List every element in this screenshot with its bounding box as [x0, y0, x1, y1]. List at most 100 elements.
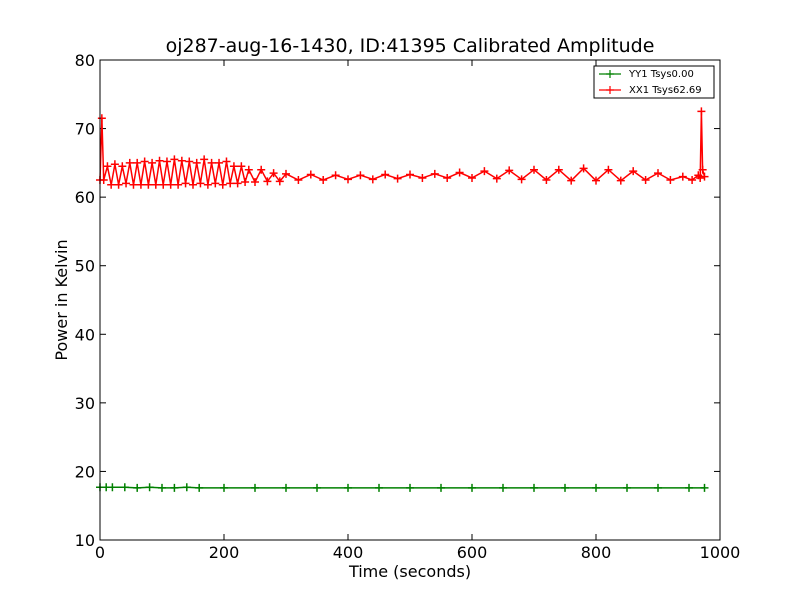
data-point [114, 180, 123, 189]
data-point [468, 173, 476, 182]
data-point [155, 156, 164, 165]
data-point [237, 162, 246, 171]
legend-marker-yy1 [606, 70, 614, 78]
data-point [530, 165, 538, 174]
y-axis-label: Power in Kelvin [52, 239, 71, 360]
data-point [499, 483, 507, 492]
data-point [530, 483, 538, 492]
data-point [616, 176, 625, 185]
data-point [241, 178, 250, 187]
data-point [368, 175, 377, 184]
chart-title: oj287-aug-16-1430, ID:41395 Calibrated A… [166, 35, 655, 57]
data-point [592, 176, 600, 185]
data-point [294, 176, 303, 184]
data-point [468, 483, 476, 492]
legend-label-xx1: XX1 Tsys62.69 [629, 85, 702, 96]
data-point [99, 176, 108, 184]
data-point [196, 179, 205, 188]
data-point [344, 483, 352, 492]
data-point [480, 167, 489, 176]
legend-box [593, 65, 715, 99]
data-point [145, 483, 154, 492]
data-point [151, 180, 160, 189]
data-point [192, 158, 201, 167]
data-point [251, 483, 259, 492]
x-tick-label: 0 [95, 543, 105, 562]
data-point [319, 176, 328, 184]
data-point [122, 179, 131, 188]
data-point [182, 483, 191, 492]
data-point [108, 483, 117, 492]
data-point [554, 165, 563, 174]
data-point [251, 178, 259, 187]
data-point [356, 171, 365, 180]
data-point [229, 162, 238, 171]
data-point [133, 483, 142, 492]
plot-frame [99, 59, 721, 541]
data-point [158, 483, 166, 492]
data-point [393, 174, 402, 183]
axis-ticks: 0 200 400 600 800 1000 10 20 30 40 50 60 70 80 [75, 51, 741, 562]
x-tick-label: 600 [457, 543, 488, 562]
data-point [654, 483, 662, 492]
data-point [418, 173, 427, 182]
data-point [222, 157, 231, 166]
data-point [133, 158, 142, 167]
data-point [700, 172, 709, 181]
data-point [177, 156, 186, 165]
data-point [696, 173, 705, 182]
y-tick-label: 70 [75, 120, 95, 139]
data-point [698, 165, 707, 174]
data-point [220, 483, 228, 492]
data-point [174, 180, 183, 189]
data-point [654, 169, 662, 178]
data-point [437, 483, 445, 492]
data-point [406, 483, 414, 492]
data-point [166, 180, 175, 189]
data-point [257, 165, 266, 174]
data-point [211, 179, 220, 188]
data-point [567, 176, 576, 185]
data-point [125, 158, 134, 167]
data-point [263, 177, 272, 186]
data-point [144, 180, 153, 189]
data-point [542, 176, 551, 184]
data-point [200, 155, 209, 164]
data-point [159, 180, 168, 189]
data-point [381, 170, 390, 179]
data-point [215, 158, 224, 167]
data-point [110, 160, 119, 169]
x-tick-label: 800 [581, 543, 612, 562]
data-point [697, 107, 706, 116]
data-point [189, 180, 197, 189]
legend-label-yy1: YY1 Tsys0.00 [628, 69, 694, 80]
data-point [140, 157, 149, 166]
y-tick-label: 10 [75, 531, 95, 550]
data-point [604, 165, 613, 174]
data-point [120, 483, 129, 492]
series-xx1 [96, 107, 709, 189]
data-point [97, 114, 106, 123]
y-tick-label: 40 [75, 325, 95, 344]
data-point [678, 172, 687, 181]
x-tick-label: 1000 [700, 543, 741, 562]
x-tick-label: 200 [209, 543, 240, 562]
series-yy1 [96, 483, 709, 492]
data-point [282, 483, 290, 492]
data-point [306, 170, 315, 179]
data-point [375, 483, 383, 492]
data-point [623, 483, 631, 492]
data-point [170, 155, 179, 164]
data-point [129, 180, 138, 189]
data-point [170, 483, 179, 492]
data-point [195, 483, 204, 492]
data-point [517, 175, 526, 184]
data-point [233, 179, 242, 188]
x-axis-label: Time (seconds) [348, 562, 471, 581]
y-tick-label: 60 [75, 188, 95, 207]
y-tick-label: 80 [75, 51, 95, 70]
data-point [203, 180, 212, 189]
data-point [641, 176, 650, 184]
data-point [579, 164, 588, 173]
